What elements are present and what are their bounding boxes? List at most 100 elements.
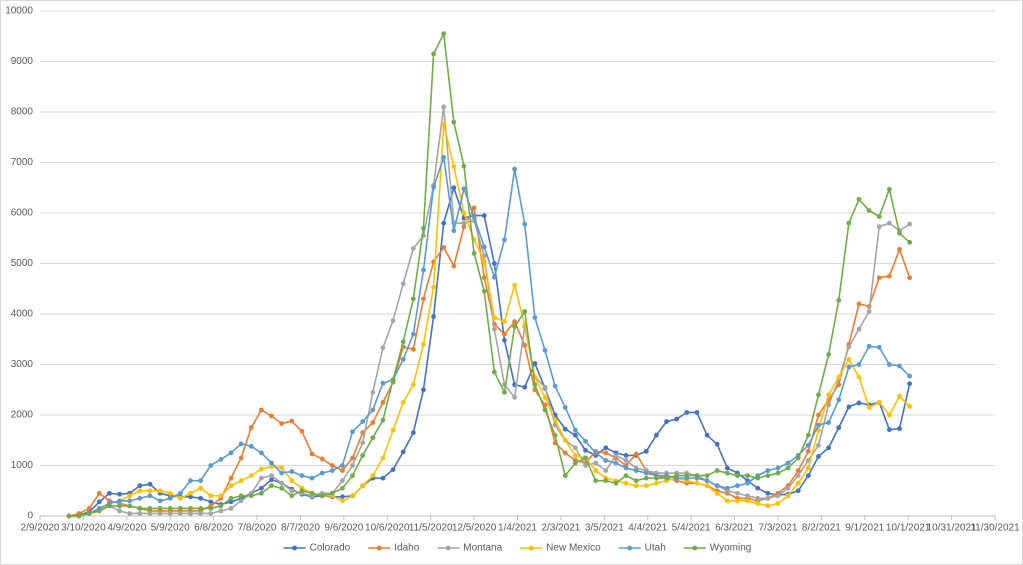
data-point bbox=[704, 473, 710, 478]
data-point bbox=[866, 309, 872, 314]
data-point bbox=[471, 214, 477, 220]
data-point bbox=[846, 344, 852, 350]
data-point bbox=[228, 506, 234, 511]
data-point bbox=[633, 451, 639, 457]
data-point bbox=[370, 435, 376, 441]
data-point bbox=[228, 483, 234, 489]
y-tick-label: 10000 bbox=[5, 6, 33, 17]
data-point bbox=[380, 380, 386, 386]
data-point bbox=[421, 387, 426, 393]
data-point bbox=[816, 422, 821, 428]
data-point bbox=[805, 442, 811, 448]
data-point bbox=[390, 427, 396, 433]
data-point bbox=[876, 399, 882, 405]
data-point bbox=[279, 465, 285, 470]
x-tick-label: 8/2/2021 bbox=[802, 523, 841, 534]
data-point bbox=[583, 455, 588, 461]
data-point bbox=[755, 485, 761, 491]
data-point bbox=[522, 342, 528, 348]
data-point bbox=[198, 511, 204, 516]
data-point bbox=[431, 184, 436, 190]
data-point bbox=[502, 331, 507, 337]
y-tick-label: 0 bbox=[27, 511, 33, 522]
data-point bbox=[117, 498, 122, 504]
data-point bbox=[583, 447, 588, 453]
data-point bbox=[137, 495, 143, 501]
data-point bbox=[532, 382, 538, 388]
x-tick-label: 2/9/2020 bbox=[21, 523, 60, 534]
data-point bbox=[258, 450, 264, 456]
data-point bbox=[117, 491, 122, 497]
data-point bbox=[886, 220, 892, 226]
data-point bbox=[208, 463, 214, 468]
data-point bbox=[350, 463, 355, 468]
legend-marker bbox=[292, 545, 298, 551]
data-point bbox=[107, 490, 112, 496]
data-point bbox=[370, 420, 376, 425]
data-point bbox=[380, 417, 386, 423]
data-point bbox=[340, 485, 345, 491]
data-point bbox=[886, 362, 892, 367]
data-point bbox=[329, 468, 335, 473]
data-point bbox=[643, 483, 649, 489]
data-point bbox=[795, 473, 801, 478]
data-point bbox=[603, 450, 609, 456]
data-point bbox=[86, 511, 92, 516]
y-tick-label: 9000 bbox=[11, 56, 34, 67]
data-point bbox=[147, 488, 153, 494]
data-point bbox=[805, 465, 811, 471]
data-point bbox=[745, 498, 750, 504]
data-point bbox=[370, 407, 376, 413]
data-point bbox=[451, 119, 457, 125]
data-point bbox=[724, 485, 730, 491]
series bbox=[66, 121, 913, 519]
legend-marker bbox=[445, 545, 451, 551]
legend-label: Utah bbox=[645, 543, 666, 554]
data-point bbox=[765, 495, 771, 501]
data-point bbox=[147, 481, 153, 487]
data-point bbox=[805, 432, 811, 438]
data-point bbox=[188, 511, 193, 516]
data-point bbox=[816, 392, 821, 398]
data-point bbox=[340, 478, 345, 484]
data-point bbox=[117, 508, 122, 514]
data-point bbox=[167, 490, 173, 496]
data-point bbox=[137, 488, 143, 494]
x-tick-label: 10/31/2021 bbox=[927, 523, 977, 534]
data-point bbox=[876, 214, 882, 219]
data-point bbox=[269, 477, 274, 483]
data-point bbox=[127, 511, 133, 516]
data-point bbox=[907, 381, 913, 387]
data-point bbox=[329, 490, 335, 496]
data-point bbox=[805, 473, 811, 478]
data-point bbox=[532, 315, 538, 320]
data-point bbox=[491, 369, 497, 375]
data-point bbox=[795, 468, 801, 473]
data-point bbox=[562, 405, 568, 410]
data-point bbox=[471, 205, 477, 211]
data-point bbox=[451, 185, 457, 191]
data-point bbox=[654, 475, 659, 481]
data-point bbox=[724, 498, 730, 504]
data-point bbox=[410, 382, 416, 388]
data-point bbox=[785, 460, 791, 466]
data-point bbox=[836, 397, 842, 403]
x-tick-label: 11/5/2020 bbox=[409, 523, 453, 534]
x-tick-label: 10/1/2021 bbox=[886, 523, 931, 534]
data-point bbox=[350, 455, 355, 461]
data-point bbox=[826, 445, 831, 451]
data-point bbox=[735, 483, 740, 489]
data-point bbox=[228, 499, 234, 505]
data-point bbox=[461, 224, 467, 230]
data-point bbox=[572, 445, 578, 451]
data-point bbox=[157, 498, 163, 504]
data-point bbox=[258, 466, 264, 472]
legend-item: Colorado bbox=[283, 543, 351, 554]
y-tick-label: 2000 bbox=[11, 410, 34, 421]
data-point bbox=[107, 503, 112, 509]
y-tick-label: 4000 bbox=[11, 309, 34, 320]
data-point bbox=[836, 425, 842, 431]
data-point bbox=[410, 430, 416, 436]
data-point bbox=[289, 488, 295, 494]
